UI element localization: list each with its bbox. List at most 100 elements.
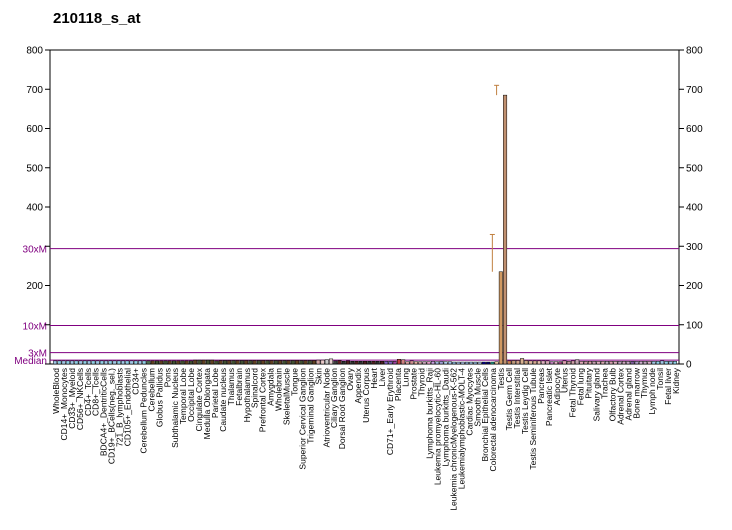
y-tick-label-right: 100 bbox=[686, 320, 703, 331]
bar bbox=[286, 360, 291, 365]
bar bbox=[413, 361, 418, 365]
category-label: Testis Germ Cell bbox=[504, 368, 514, 430]
category-label: Temporal Lobe bbox=[178, 368, 188, 425]
bar bbox=[269, 360, 274, 365]
category-label: CD8+_Tcells bbox=[91, 368, 101, 416]
bar bbox=[358, 361, 363, 365]
bar bbox=[630, 361, 635, 365]
bar bbox=[503, 94, 508, 365]
category-label: Lymphoma burkitts_Raji bbox=[425, 368, 435, 459]
bar bbox=[282, 360, 287, 365]
bar bbox=[524, 360, 529, 365]
bar bbox=[562, 360, 567, 365]
bar bbox=[592, 361, 597, 365]
bar bbox=[252, 360, 257, 365]
bar bbox=[239, 360, 244, 365]
bar bbox=[486, 361, 491, 365]
y-tick-label-left: 600 bbox=[26, 124, 43, 135]
category-label: Fetalbrain bbox=[234, 368, 244, 406]
bar bbox=[668, 361, 673, 365]
bar bbox=[104, 360, 109, 365]
bar bbox=[447, 361, 452, 365]
category-label: Bone marrow bbox=[631, 367, 641, 418]
bar bbox=[333, 360, 338, 365]
y-tick-label-right: 500 bbox=[686, 163, 703, 174]
bar bbox=[541, 360, 546, 365]
category-label: Ciliary Ganglion bbox=[329, 368, 339, 428]
category-label: Amygdala bbox=[266, 368, 276, 406]
bar bbox=[346, 360, 351, 365]
bar bbox=[235, 360, 240, 365]
bar bbox=[256, 360, 261, 365]
y-tick-label-right: 700 bbox=[686, 85, 703, 96]
category-label: SkeletalMuscle bbox=[282, 368, 292, 425]
bar bbox=[418, 361, 423, 365]
bar bbox=[511, 360, 516, 365]
category-label: Hypothalamus bbox=[242, 368, 252, 422]
bar bbox=[87, 360, 92, 365]
bar bbox=[371, 361, 376, 365]
bar bbox=[490, 361, 495, 365]
bars bbox=[53, 84, 677, 365]
y-tick-label-right: 300 bbox=[686, 242, 703, 253]
bar bbox=[329, 358, 334, 365]
bar bbox=[609, 361, 614, 365]
bar bbox=[316, 359, 321, 365]
category-label: CD56+_NKCells bbox=[75, 368, 85, 430]
y-tick-label-left: 400 bbox=[26, 203, 43, 214]
bar bbox=[430, 361, 435, 365]
bar bbox=[278, 360, 283, 365]
bar bbox=[409, 360, 414, 365]
y-tick-label-left: 200 bbox=[26, 281, 43, 292]
bar bbox=[265, 360, 270, 365]
category-label: Lymph node bbox=[647, 368, 657, 415]
bar bbox=[426, 361, 431, 365]
category-label: Dorsal Root Ganglion bbox=[337, 368, 347, 450]
category-label: CD4+_Tcells bbox=[83, 368, 93, 416]
category-label: Parietal Lobe bbox=[210, 368, 220, 418]
bar bbox=[57, 360, 62, 365]
y-tick-label-right: 600 bbox=[686, 124, 703, 135]
category-label: 721_B_lymphoblasts bbox=[115, 368, 125, 447]
category-label: CD33+_Myeloid bbox=[67, 368, 77, 429]
bar bbox=[422, 361, 427, 365]
bar bbox=[231, 360, 236, 365]
category-label: CD19+_BCells(neg._sel.) bbox=[107, 368, 117, 464]
category-label: Ovary bbox=[345, 367, 355, 390]
category-label: Prefrontal Cortex bbox=[258, 367, 268, 432]
bar bbox=[303, 360, 308, 365]
bar bbox=[150, 360, 155, 365]
category-label: Adrenal gland bbox=[623, 368, 633, 421]
category-label: Heart bbox=[369, 367, 379, 388]
bar bbox=[78, 360, 83, 365]
bar bbox=[621, 361, 626, 365]
plot-area bbox=[49, 49, 680, 365]
category-label: Superior Cervical Ganglion bbox=[297, 368, 307, 470]
bar bbox=[91, 360, 96, 365]
category-label: Tongue bbox=[289, 368, 299, 396]
category-label: CD14+_Monocytes bbox=[59, 368, 69, 441]
bar bbox=[312, 360, 317, 365]
category-label: Occipital Lobe bbox=[186, 368, 196, 422]
bar bbox=[638, 361, 643, 365]
category-label: Adrenal Cortex bbox=[615, 367, 625, 424]
category-label: Skin bbox=[313, 368, 323, 385]
bar bbox=[617, 361, 622, 365]
bar bbox=[129, 360, 134, 365]
y-tick-label-right: 400 bbox=[686, 203, 703, 214]
bar bbox=[558, 361, 563, 365]
category-label: Leukemia promyelocytic-HL-60 bbox=[433, 368, 443, 485]
bar bbox=[655, 361, 660, 365]
category-label: Fetal Thyroid bbox=[568, 368, 578, 418]
category-label: Wholebrain bbox=[274, 368, 284, 411]
category-label: Trigeminal Ganglion bbox=[305, 368, 315, 444]
bar bbox=[460, 361, 465, 365]
category-label: Leukemia chronicMyelogenous-K-562 bbox=[448, 368, 458, 511]
bar bbox=[116, 360, 121, 365]
category-label: Spinalcord bbox=[250, 368, 260, 408]
category-label: Uterus bbox=[560, 368, 570, 393]
bar bbox=[273, 360, 278, 365]
bar bbox=[125, 360, 130, 365]
category-label: Smooth Muscle bbox=[472, 368, 482, 427]
bar bbox=[379, 361, 384, 365]
